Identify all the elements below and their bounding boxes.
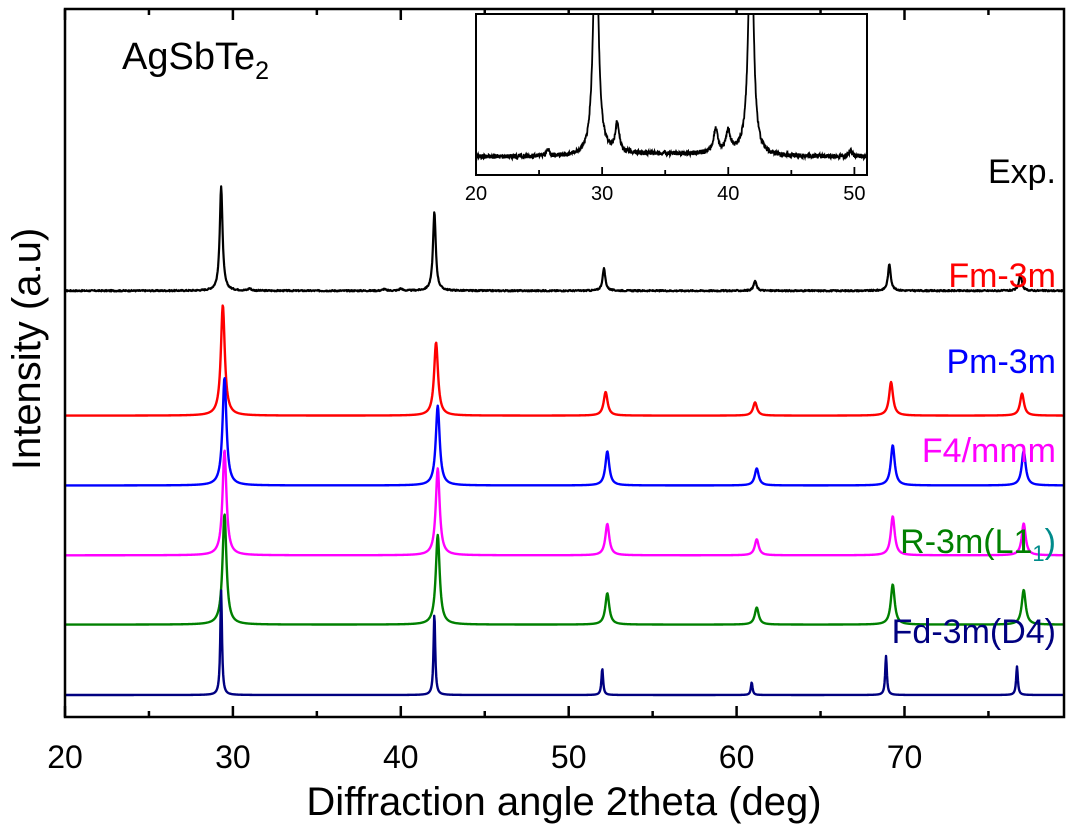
x-tick-label-60: 60	[719, 739, 755, 775]
chart-title-main: AgSbTe	[122, 36, 255, 78]
x-axis-label: Diffraction angle 2theta (deg)	[306, 780, 821, 824]
x-tick-label-20: 20	[47, 739, 83, 775]
series-line-2	[64, 376, 1065, 487]
inset-series-layer	[476, 14, 867, 162]
inset-x-axis-ticks: 20 30 40 50	[465, 167, 866, 205]
inset-x-tick-label-20: 20	[465, 183, 487, 205]
series-line-4	[64, 513, 1065, 626]
y-axis-label: Intensity (a.u)	[5, 228, 49, 470]
inset-chart: 20 30 40 50	[465, 13, 868, 205]
series-label-4: R-3m(L11)	[900, 523, 1056, 566]
series-label-1: Fm-3m	[948, 257, 1056, 295]
x-tick-label-70: 70	[887, 739, 923, 775]
x-axis-ticks: 20 30 40 50 60 70	[47, 9, 990, 775]
inset-x-tick-label-50: 50	[843, 183, 865, 205]
series-label-3: F4/mmm	[922, 432, 1056, 470]
series-line-1	[64, 304, 1065, 417]
series-line-3	[64, 449, 1065, 557]
series-line-0	[64, 185, 1065, 293]
series-layer	[64, 185, 1065, 697]
series-label-5: Fd-3m(D4)	[892, 613, 1056, 651]
inset-x-tick-label-40: 40	[717, 183, 739, 205]
inset-series-line	[476, 14, 867, 162]
series-label-2: Pm-3m	[946, 343, 1056, 381]
inset-background	[476, 14, 867, 175]
chart-title-subscript: 2	[255, 57, 269, 85]
inset-frame	[475, 13, 868, 176]
plot-frame	[63, 7, 1066, 719]
chart-title: AgSbTe2	[122, 36, 269, 85]
x-tick-label-40: 40	[383, 739, 419, 775]
x-tick-label-30: 30	[215, 739, 251, 775]
series-label-0: Exp.	[988, 153, 1056, 191]
x-tick-label-50: 50	[551, 739, 587, 775]
inset-x-tick-label-30: 30	[591, 183, 613, 205]
series-line-5	[64, 589, 1065, 697]
series-label-layer: Exp. Fm-3m Pm-3m F4/mmm R-3m(L11) Fd-3m(D4)	[892, 153, 1056, 651]
